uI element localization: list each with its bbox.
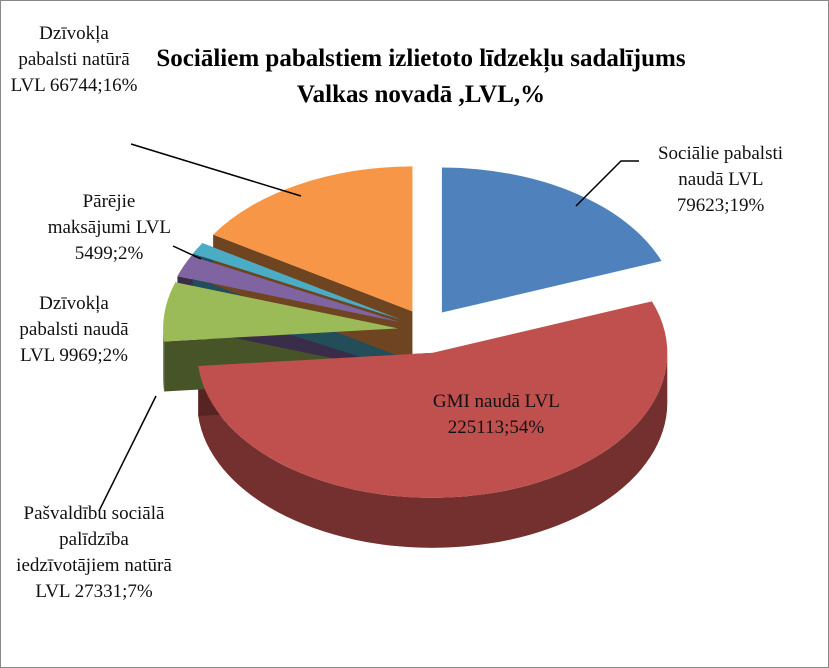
leader-line: [130, 143, 302, 197]
data-label: Dzīvokļa pabalsti naudā LVL 9969;2%: [9, 291, 139, 369]
label-value: 66744;16%: [49, 75, 138, 96]
slice: [177, 255, 401, 323]
slice: [163, 282, 399, 342]
label-value: 225113;54%: [447, 417, 545, 438]
label-name: Dzīvokļa pabalsti natūrā LVL: [10, 23, 130, 96]
slice: [192, 243, 402, 320]
chart-title: Sociāliem pabalstiem izlietoto līdzekļu …: [156, 45, 686, 108]
label-name: Pašvaldību sociālā palīdzība iedzīvotāji…: [16, 503, 172, 602]
label-name: Pārējie maksājumi LVL: [47, 191, 171, 238]
leader-line: [172, 245, 202, 260]
data-label: Dzīvokļa pabalsti natūrā LVL 66744;16%: [9, 21, 139, 99]
slice-side: [198, 352, 668, 548]
data-label: Pašvaldību sociālā palīdzība iedzīvotāji…: [9, 501, 179, 605]
data-label: GMI naudā LVL 225113;54%: [421, 389, 571, 441]
label-name: Sociālie pabalsti naudā LVL: [657, 143, 784, 190]
label-value: 5499;2%: [74, 243, 144, 264]
data-label: Pārējie maksājumi LVL 5499;2%: [39, 189, 179, 267]
label-name: GMI naudā LVL: [432, 391, 560, 412]
leader-line: [98, 395, 157, 512]
label-value: 27331;7%: [74, 581, 153, 602]
slice: [441, 167, 662, 313]
slice: [198, 301, 668, 498]
leader-lines: [98, 143, 639, 512]
slice-side: [163, 328, 165, 392]
slice: [213, 166, 413, 312]
label-value: 79623;19%: [676, 195, 765, 216]
label-value: 9969;2%: [59, 345, 128, 366]
data-label: Sociālie pabalsti naudā LVL 79623;19%: [633, 141, 808, 219]
leader-line: [575, 160, 639, 207]
label-name: Dzīvokļa pabalsti naudā LVL: [19, 293, 129, 366]
